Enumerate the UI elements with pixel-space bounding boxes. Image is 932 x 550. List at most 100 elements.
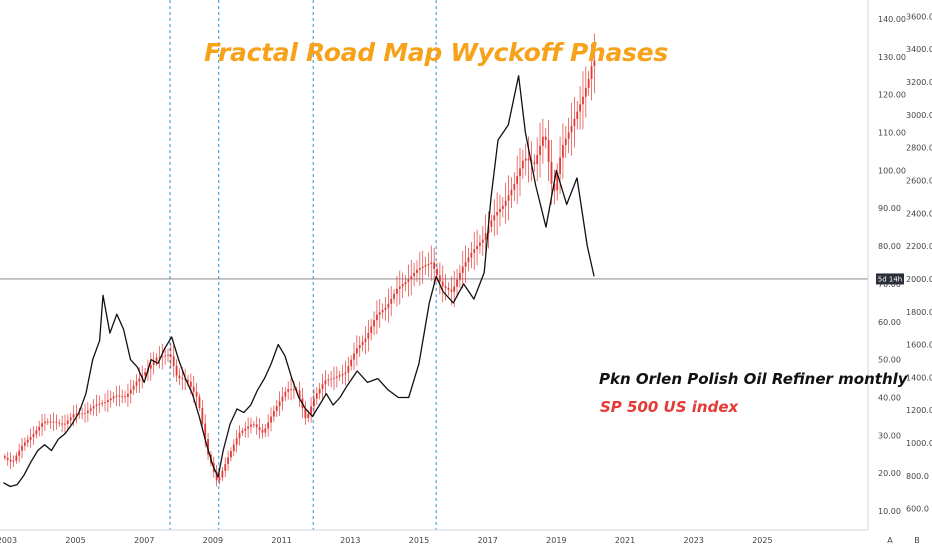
sp500-bar [579,86,582,130]
sp500-bar [95,394,98,417]
sp500-bar [584,66,587,118]
sp500-bar [387,288,390,323]
sp500-bar [112,392,115,403]
sp500-bar [378,299,381,328]
sp500-bar [244,421,247,438]
sp500-bar [544,128,547,149]
x-tick-2005: 2005 [65,536,85,545]
sp500-bar [129,379,132,404]
sp500-bar [353,342,355,371]
right-price-scale[interactable]: 600.0 800.0 1000.0 1200.0 1400.0 1600.0 1800.0… [906,12,932,513]
sp500-bar [519,148,521,197]
left-tick-20.00: 20.00 [878,469,901,478]
right-tick-3200.0: 3200.0 [906,78,932,87]
sp500-bar [493,199,496,237]
sp500-bar [444,273,447,301]
sp500-bar [252,421,255,428]
sp500-bar [333,366,335,390]
sp500-bar [164,347,167,365]
left-tick-90.00: 90.00 [878,204,901,213]
x-tick-2019: 2019 [546,536,566,545]
sp500-bar [476,229,478,266]
sp500-bar [169,343,172,368]
sp500-bar [18,443,21,463]
sp500-bar [44,413,46,432]
right-tick-2600.0: 2600.0 [906,176,932,185]
sp500-bar [64,414,66,434]
right-tick-3600.0: 3600.0 [906,12,932,21]
sp500-bar [152,351,155,375]
sp500-bar [321,373,324,400]
sp500-bar [396,275,398,307]
sp500-bar [570,102,573,156]
sp500-bar [467,247,470,272]
x-tick-2003: 2003 [0,536,17,545]
sp500-bar [215,465,218,487]
sp500-bar [49,414,52,429]
sp500-bar [564,125,567,158]
sp500-bar [582,71,584,130]
sp500-bar [501,197,504,218]
scale-b-button[interactable]: B [914,536,920,545]
sp500-bar [227,450,229,471]
sp500-bar [52,412,55,431]
sp500-bar [101,399,104,407]
auto-scale-button[interactable]: A [887,536,893,545]
legend-sp500: SP 500 US index [600,398,739,416]
sp500-bar [413,262,416,287]
right-tick-2000.0: 2000.0 [906,275,932,284]
sp500-bar [456,268,458,298]
sp500-bar [69,412,72,426]
x-tick-2017: 2017 [477,536,497,545]
sp500-bar [261,423,264,439]
sp500-bar [58,419,61,427]
sp500-bar [284,387,287,402]
sp500-bar [510,177,513,208]
right-tick-1400.0: 1400.0 [906,373,932,382]
x-tick-2013: 2013 [340,536,360,545]
sp500-bar [547,119,550,182]
sp500-bar [207,432,209,461]
sp500-bar [441,265,444,303]
sp500-bar [562,123,564,179]
sp500-bar [281,387,284,411]
sp500-bar [89,404,92,415]
sp500-bar [290,378,292,401]
left-price-scale[interactable]: 10.0020.0030.0040.0050.0060.0070.0080.00… [878,15,906,516]
sp500-bar [313,388,315,417]
time-scale[interactable]: 2003 2005 2007 2009 2011 2013 2015 2017 2019 2021… [0,536,773,545]
sp500-bar [178,368,181,386]
sp500-bar [318,382,321,400]
sp500-bar [479,234,481,254]
x-tick-2009: 2009 [203,536,223,545]
sp500-bar [376,300,378,335]
sp500-bar [438,262,441,295]
sp500-bar [499,194,501,227]
right-tick-800.0: 800.0 [906,472,929,481]
sp500-bar [407,264,410,297]
right-tick-600.0: 600.0 [906,505,929,514]
sp500-bar [115,386,118,406]
x-tick-2007: 2007 [134,536,154,545]
sp500-bar [275,399,278,417]
right-tick-3400.0: 3400.0 [906,45,932,54]
sp500-bar [15,452,18,464]
sp500-bar [241,427,244,436]
sp500-bar [393,289,395,304]
sp500-bar [507,175,510,221]
right-tick-1200.0: 1200.0 [906,406,932,415]
sp500-bar [35,426,38,439]
sp500-bar [373,311,375,336]
x-tick-2015: 2015 [409,536,429,545]
sp500-bar [401,272,404,299]
sp500-bar [135,374,138,394]
sp500-bar [421,250,424,284]
sp500-series [3,33,596,487]
sp500-bar [258,418,261,439]
sp500-bar [106,389,109,413]
sp500-bar [590,44,593,101]
sp500-bar [390,286,393,317]
sp500-bar [124,390,126,403]
sp500-bar [364,326,367,355]
sp500-bar [86,401,89,422]
